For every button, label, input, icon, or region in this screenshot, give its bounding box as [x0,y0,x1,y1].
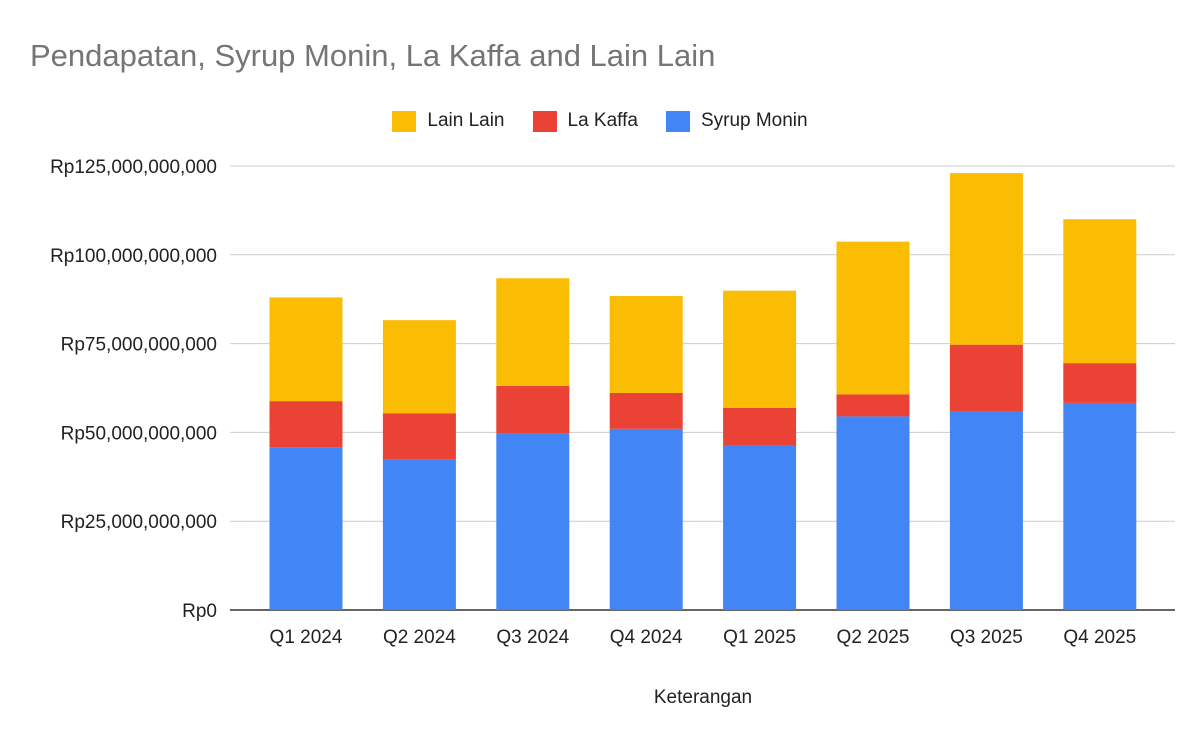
y-tick-label: Rp75,000,000,000 [61,335,217,356]
bar-lain-lain [269,297,343,402]
y-tick-label: Rp50,000,000,000 [61,423,217,444]
bar-la-kaffa [382,413,456,460]
x-tick-label: Q3 2025 [950,627,1023,648]
x-tick-label: Q1 2024 [270,627,343,648]
x-axis-label: Keterangan [654,687,752,708]
bar-la-kaffa [496,385,570,434]
bar-la-kaffa [949,344,1023,412]
bar-syrup-monin [269,447,343,610]
bar-syrup-monin [949,411,1023,610]
legend-label: La Kaffa [567,110,638,131]
bar-lain-lain [1063,219,1137,364]
bar-la-kaffa [609,392,683,429]
bar-la-kaffa [269,401,343,448]
legend-swatch [532,110,557,132]
bar-lain-lain [949,173,1023,345]
bar-lain-lain [496,278,570,386]
bar-syrup-monin [836,416,910,610]
x-tick-label: Q1 2025 [723,627,796,648]
x-tick-label: Q4 2024 [610,627,683,648]
y-tick-label: Rp125,000,000,000 [50,157,217,178]
bar-lain-lain [836,241,910,395]
bar-lain-lain [723,290,797,408]
y-tick-label: Rp0 [182,601,217,622]
y-tick-label: Rp25,000,000,000 [61,512,217,533]
x-tick-label: Q3 2024 [496,627,569,648]
legend: Lain Lain La Kaffa Syrup Monin [0,106,1200,136]
bar-syrup-monin [1063,402,1137,610]
legend-item-lain-lain: Lain Lain [392,110,505,132]
bar-la-kaffa [723,407,797,446]
bar-la-kaffa [836,394,910,417]
x-tick-label: Q4 2025 [1063,627,1136,648]
bar-syrup-monin [496,433,570,610]
x-tick-label: Q2 2024 [383,627,456,648]
legend-swatch [392,110,417,132]
legend-label: Syrup Monin [700,110,808,131]
x-tick-label: Q2 2025 [837,627,910,648]
bar-la-kaffa [1063,363,1137,403]
legend-label: Lain Lain [427,110,505,131]
y-tick-label: Rp100,000,000,000 [50,246,217,267]
chart-title: Pendapatan, Syrup Monin, La Kaffa and La… [30,38,716,73]
bar-lain-lain [382,320,456,414]
bar-lain-lain [609,296,683,393]
legend-swatch [665,110,690,132]
bar-syrup-monin [609,428,683,610]
legend-item-syrup-monin: Syrup Monin [665,110,808,132]
bar-syrup-monin [382,459,456,610]
legend-item-la-kaffa: La Kaffa [532,110,638,132]
bar-syrup-monin [723,445,797,610]
